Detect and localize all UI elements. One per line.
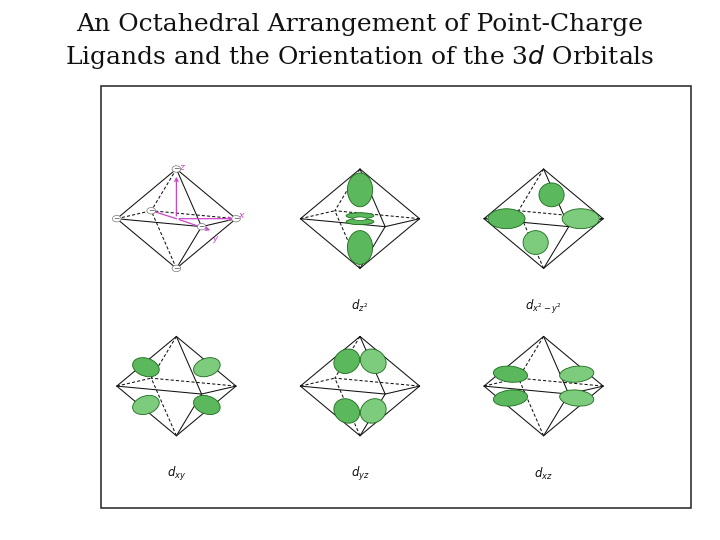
Ellipse shape [348,231,372,265]
Ellipse shape [493,390,528,406]
Ellipse shape [132,357,159,377]
Ellipse shape [539,183,564,207]
Ellipse shape [488,209,525,228]
Text: −: − [148,206,154,215]
Ellipse shape [346,213,374,219]
Ellipse shape [360,399,386,423]
Text: $d_{z^2}$: $d_{z^2}$ [351,298,369,314]
Text: −: − [114,214,120,223]
Ellipse shape [523,231,548,254]
Circle shape [147,207,156,214]
Text: −: − [199,222,204,231]
Ellipse shape [559,366,594,382]
Text: $d_{x^2-y^2}$: $d_{x^2-y^2}$ [525,298,562,316]
Text: Ligands and the Orientation of the 3$d$ Orbitals: Ligands and the Orientation of the 3$d$ … [66,43,654,71]
Ellipse shape [493,366,528,382]
Text: $d_{yz}$: $d_{yz}$ [351,465,369,483]
Text: x: x [238,212,244,220]
Ellipse shape [348,173,372,207]
Ellipse shape [562,209,599,228]
Ellipse shape [360,349,386,374]
Circle shape [232,215,240,222]
Ellipse shape [354,217,366,220]
Circle shape [112,215,121,222]
Text: −: − [174,264,179,273]
Text: $d_{xz}$: $d_{xz}$ [534,465,553,482]
Ellipse shape [334,349,360,374]
Ellipse shape [346,219,374,225]
Text: −: − [174,165,179,173]
Text: $d_{xy}$: $d_{xy}$ [167,465,186,483]
Text: y: y [212,234,217,242]
Ellipse shape [194,357,220,377]
Circle shape [197,224,206,230]
Text: An Octahedral Arrangement of Point-Charge: An Octahedral Arrangement of Point-Charg… [76,14,644,37]
Circle shape [172,265,181,272]
Text: z: z [179,163,184,172]
Ellipse shape [194,395,220,415]
Ellipse shape [334,399,360,423]
Ellipse shape [132,395,159,415]
Bar [101,86,691,508]
Circle shape [172,166,181,172]
Text: −: − [233,214,239,223]
Ellipse shape [559,390,594,406]
